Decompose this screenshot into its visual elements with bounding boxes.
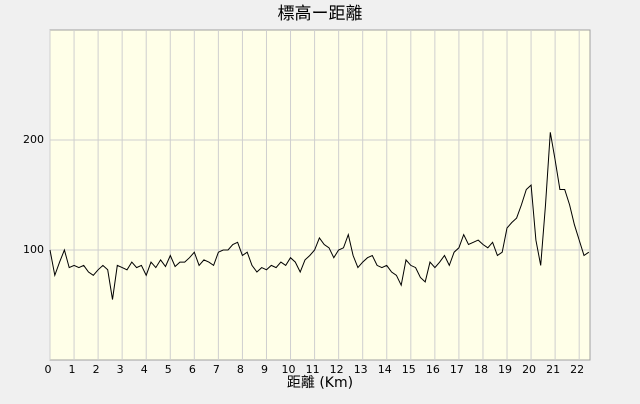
x-tick-label: 3 (117, 363, 124, 376)
x-tick-label: 8 (237, 363, 244, 376)
elevation-line (49, 132, 590, 300)
chart-title: 標高ー距離 (278, 4, 363, 24)
x-tick-label: 13 (354, 363, 368, 376)
plot-area (49, 29, 591, 361)
x-tick-label: 16 (426, 363, 440, 376)
x-tick-label: 11 (306, 363, 320, 376)
x-tick-label: 20 (522, 363, 536, 376)
x-tick-label: 21 (546, 363, 560, 376)
x-tick-label: 4 (141, 363, 148, 376)
x-tick-label: 7 (213, 363, 220, 376)
y-tick-label: 200 (23, 133, 44, 146)
x-tick-label: 12 (330, 363, 344, 376)
x-tick-label: 6 (189, 363, 196, 376)
x-tick-label: 14 (378, 363, 392, 376)
x-tick-label: 15 (402, 363, 416, 376)
x-tick-label: 22 (570, 363, 584, 376)
y-tick-label: 100 (23, 243, 44, 256)
x-tick-label: 10 (282, 363, 296, 376)
x-tick-label: 9 (261, 363, 268, 376)
x-axis-title: 距離 (Km) (287, 374, 353, 391)
x-tick-label: 2 (93, 363, 100, 376)
x-tick-label: 17 (450, 363, 464, 376)
x-tick-label: 18 (474, 363, 488, 376)
x-tick-label: 5 (165, 363, 172, 376)
x-tick-label: 19 (498, 363, 512, 376)
x-tick-label: 0 (45, 363, 52, 376)
x-tick-label: 1 (69, 363, 76, 376)
